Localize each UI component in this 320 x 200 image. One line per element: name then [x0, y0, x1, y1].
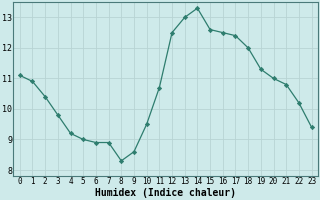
X-axis label: Humidex (Indice chaleur): Humidex (Indice chaleur) [95, 188, 236, 198]
